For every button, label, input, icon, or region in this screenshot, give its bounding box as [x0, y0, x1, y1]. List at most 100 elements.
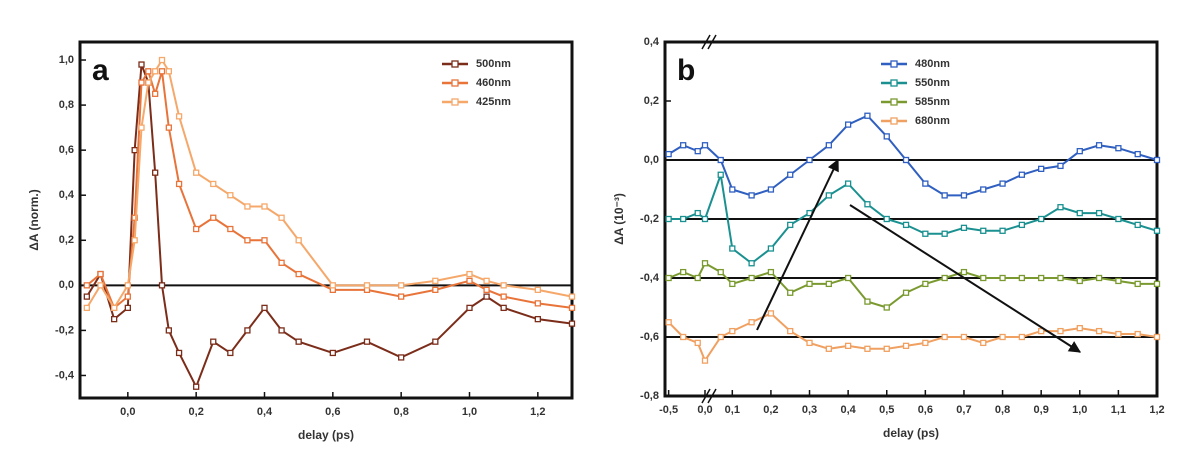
data-point	[483, 293, 490, 300]
data-point	[152, 90, 159, 97]
data-point	[1115, 277, 1122, 285]
data-point	[864, 345, 871, 352]
data-point	[1095, 209, 1103, 217]
data-point	[175, 349, 183, 357]
data-point	[1134, 150, 1141, 158]
axis-break	[701, 388, 711, 404]
data-point	[1153, 227, 1161, 234]
legend-marker	[890, 79, 898, 87]
data-point	[864, 201, 871, 208]
data-point	[124, 293, 131, 300]
data-point	[568, 293, 576, 300]
x-tick-label: 0,8	[394, 406, 409, 418]
data-point	[729, 327, 736, 335]
data-point	[1115, 215, 1122, 223]
series-line	[668, 261, 1157, 309]
data-point	[500, 282, 507, 289]
data-point	[1038, 215, 1045, 223]
x-tick-label: 0,3	[802, 404, 817, 416]
data-point	[1018, 221, 1026, 229]
data-point	[145, 68, 152, 75]
data-point	[244, 237, 251, 244]
data-point	[694, 147, 701, 155]
data-point	[244, 203, 251, 210]
data-point	[295, 338, 302, 345]
plot-frame	[78, 40, 574, 400]
data-point	[999, 180, 1006, 187]
data-point	[1018, 274, 1026, 282]
x-tick-label: 0,8	[995, 404, 1010, 416]
data-point	[1018, 171, 1026, 178]
legend-label: 500nm	[476, 58, 511, 70]
data-point	[767, 245, 775, 252]
data-point	[261, 237, 268, 244]
axis-break	[707, 34, 717, 50]
y-tick-label: 0,0	[644, 154, 659, 166]
x-tick-label: 0,4	[840, 404, 856, 416]
x-tick-label: 1,2	[530, 406, 545, 418]
x-tick-label: 0,5	[879, 404, 894, 416]
data-point	[210, 214, 217, 221]
data-point	[729, 280, 736, 288]
data-point	[960, 333, 968, 341]
data-point	[210, 180, 217, 188]
data-point	[1095, 142, 1103, 149]
data-point	[1153, 156, 1161, 164]
data-point	[806, 280, 813, 288]
y-tick-label: -0,2	[55, 324, 74, 336]
data-point	[665, 215, 672, 223]
data-point	[767, 310, 775, 317]
data-point	[432, 277, 439, 284]
data-point	[363, 282, 371, 289]
data-point	[131, 237, 138, 244]
data-point	[680, 215, 687, 223]
x-tick-label: 0,2	[763, 404, 778, 416]
data-point	[152, 68, 159, 75]
data-point	[111, 315, 118, 323]
data-point	[1057, 274, 1064, 282]
y-axis-label: ΔA (norm.)	[27, 189, 41, 251]
x-tick-label: 1,0	[1072, 404, 1087, 416]
data-point	[825, 142, 832, 149]
data-point	[999, 274, 1006, 282]
x-tick-label: 0,9	[1034, 404, 1049, 416]
data-point	[165, 327, 172, 334]
data-point	[278, 214, 285, 221]
x-tick-label: 1,2	[1149, 404, 1164, 416]
data-point	[534, 300, 541, 307]
data-point	[864, 298, 871, 305]
data-point	[1038, 165, 1045, 173]
data-point	[748, 319, 755, 326]
data-point	[278, 259, 285, 266]
data-point	[500, 293, 507, 300]
data-point	[767, 268, 775, 276]
data-point	[748, 192, 755, 199]
y-tick-label: 0,6	[59, 144, 74, 156]
data-point	[483, 286, 490, 293]
y-tick-label: 0,8	[59, 99, 74, 111]
y-tick-label: 0,0	[59, 279, 74, 291]
data-point	[864, 112, 871, 119]
axis-break	[707, 388, 717, 404]
data-point	[665, 150, 672, 158]
data-point	[787, 289, 794, 296]
data-point	[787, 221, 794, 229]
x-tick-label: 0,2	[189, 406, 204, 418]
y-tick-label: 0,2	[59, 234, 74, 246]
data-point	[175, 180, 183, 188]
data-point	[398, 293, 405, 300]
data-point	[227, 192, 234, 199]
data-point	[825, 345, 832, 352]
data-point	[748, 274, 755, 282]
panel-label: b	[677, 54, 695, 87]
y-tick-label: 0,4	[59, 189, 75, 201]
data-point	[568, 320, 576, 327]
data-point	[1115, 330, 1122, 338]
data-point	[787, 171, 794, 178]
data-point	[1038, 327, 1045, 335]
series-line	[85, 64, 573, 390]
data-point	[980, 274, 987, 282]
data-point	[261, 304, 268, 312]
legend-label: 480nm	[915, 58, 950, 70]
